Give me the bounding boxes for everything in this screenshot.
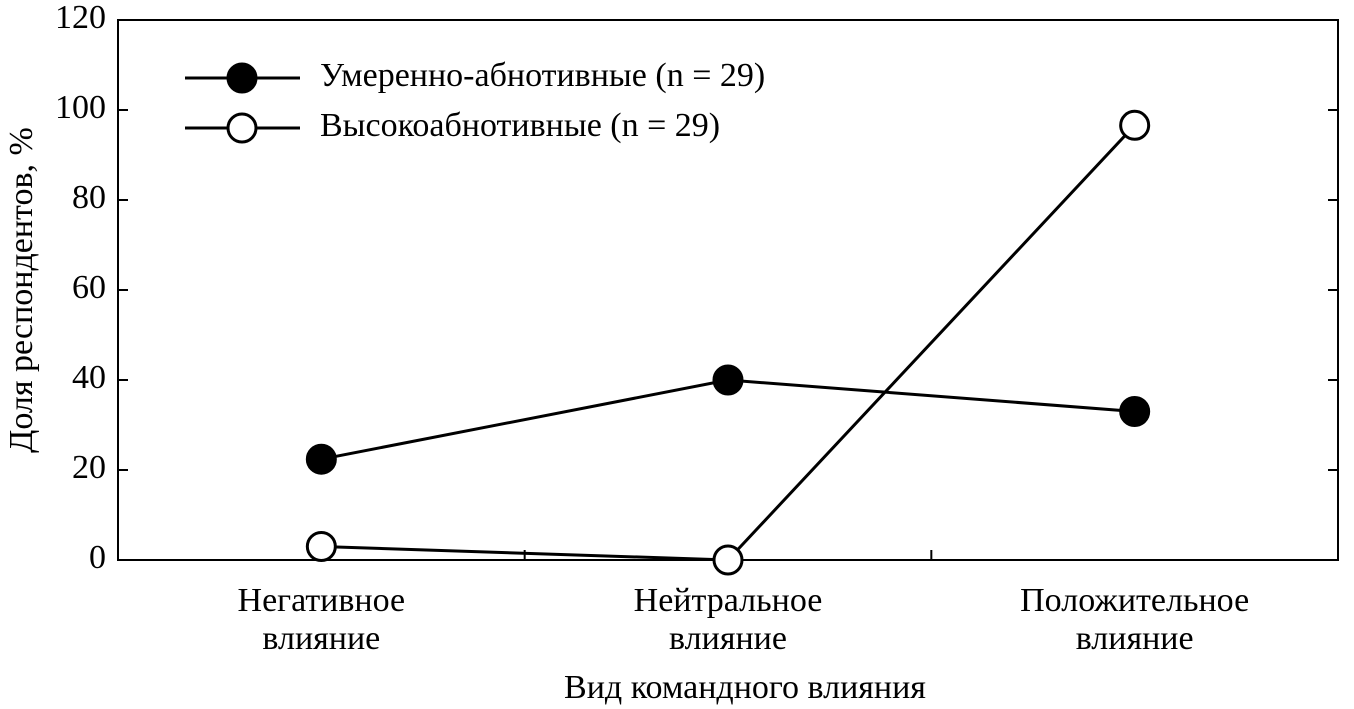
x-tick-label: Негативное влияние bbox=[237, 582, 406, 657]
y-tick-label: 60 bbox=[72, 269, 106, 306]
x-tick-label: Положительное влияние bbox=[1020, 582, 1250, 657]
marker bbox=[712, 544, 744, 576]
y-tick-label: 80 bbox=[72, 179, 106, 216]
marker bbox=[712, 364, 744, 396]
y-tick-label: 100 bbox=[55, 89, 106, 126]
legend-label: Умеренно-абнотивные (n = 29) bbox=[320, 57, 765, 94]
marker bbox=[1119, 109, 1151, 141]
y-tick-label: 0 bbox=[89, 539, 106, 576]
marker bbox=[305, 531, 337, 562]
y-tick-label: 120 bbox=[55, 0, 106, 36]
x-tick-label: Нейтральное влияние bbox=[633, 582, 823, 657]
x-axis-label: Вид командного влияния bbox=[564, 669, 926, 706]
plot-frame bbox=[117, 19, 1339, 561]
series-line bbox=[321, 124, 1136, 562]
legend-marker bbox=[226, 112, 258, 144]
marker bbox=[1119, 396, 1151, 427]
marker bbox=[305, 443, 337, 475]
y-axis-label: Доля респондентов, % bbox=[3, 127, 40, 453]
legend-marker bbox=[226, 62, 258, 94]
legend-label: Высокоабнотивные (n = 29) bbox=[320, 107, 720, 144]
y-tick-label: 40 bbox=[72, 359, 106, 396]
y-tick-label: 20 bbox=[72, 449, 106, 486]
